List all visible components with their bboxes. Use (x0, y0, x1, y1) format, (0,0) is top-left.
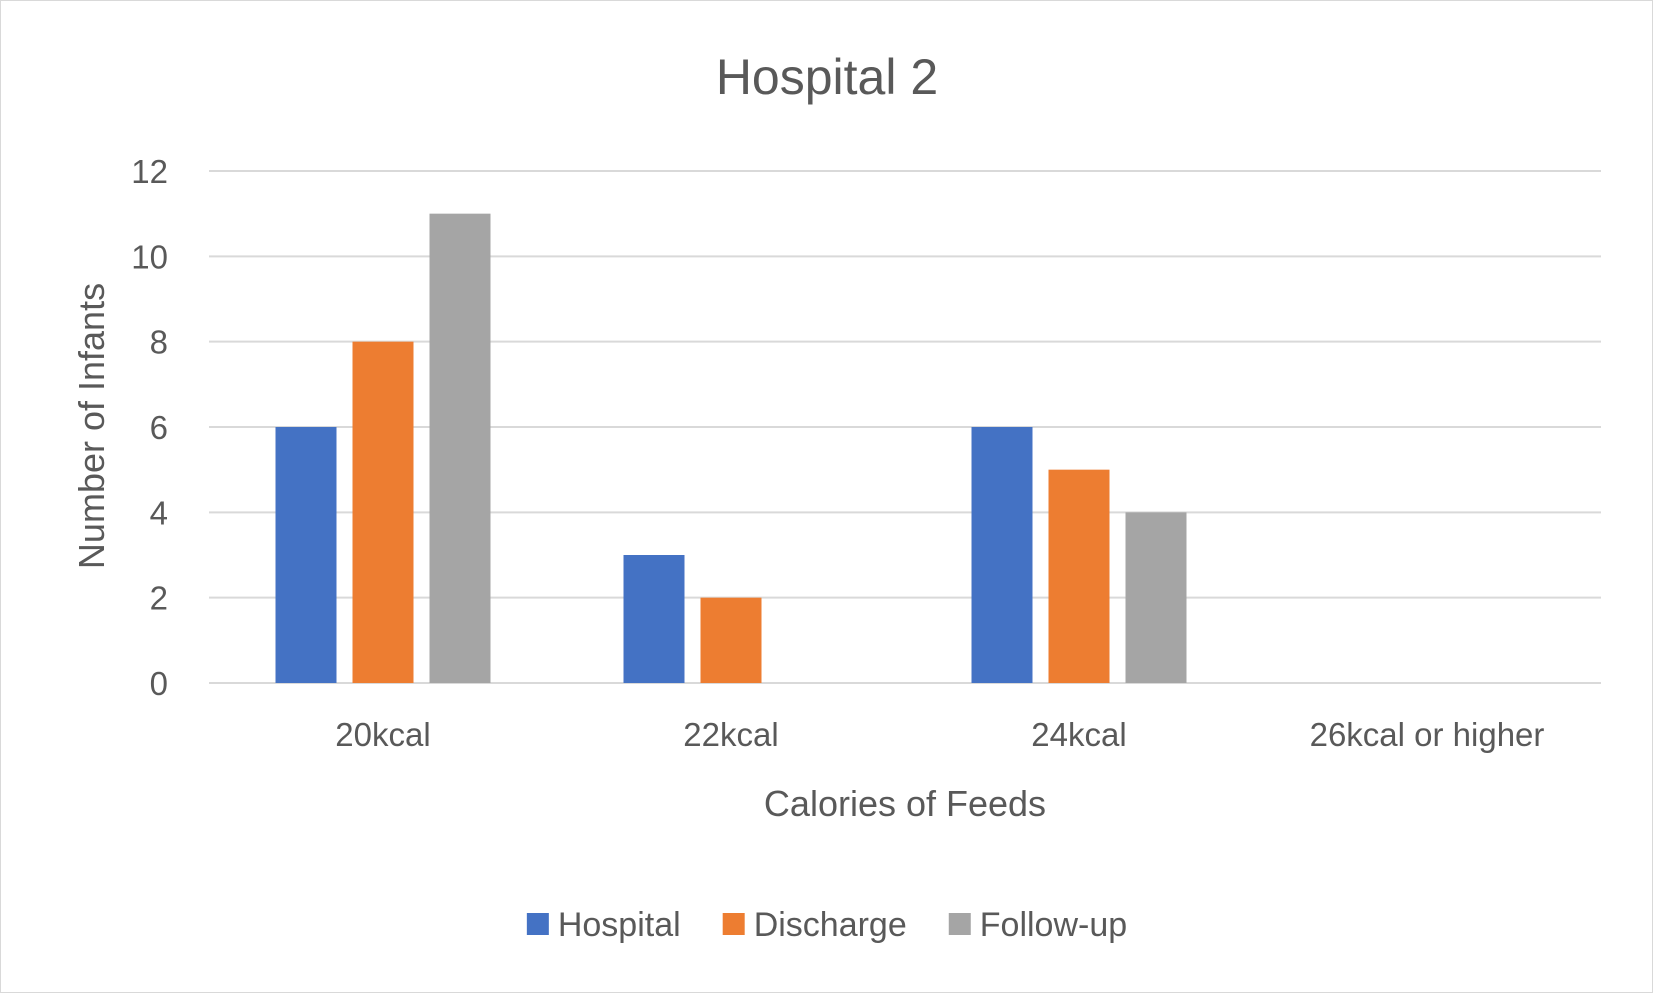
bar-discharge-1 (352, 341, 414, 683)
y-tick-label: 10 (131, 238, 168, 275)
legend-label: Hospital (558, 906, 681, 944)
gridlines (209, 170, 1601, 684)
bar-hospital-1 (275, 427, 337, 683)
bar-follow-up-1 (429, 213, 491, 683)
bar-hospital-3 (971, 427, 1033, 683)
y-tick-label: 2 (150, 580, 168, 617)
legend-label: Follow-up (980, 906, 1127, 944)
bar-follow-up-3 (1125, 512, 1187, 683)
x-tick-label: 26kcal or higher (1310, 716, 1545, 753)
y-tick-label: 12 (131, 153, 168, 190)
legend-label: Discharge (754, 906, 907, 944)
y-axis-title: Number of Infants (71, 283, 112, 569)
legend-swatch (526, 913, 549, 935)
y-tick-label: 4 (150, 494, 168, 531)
bar-discharge-2 (700, 597, 762, 683)
x-tick-label: 22kcal (683, 716, 778, 753)
x-tick-label: 20kcal (335, 716, 430, 753)
legend-swatch (722, 913, 745, 935)
y-tick-label: 6 (150, 409, 168, 446)
bar-hospital-2 (623, 555, 685, 683)
y-tick-label: 8 (150, 324, 168, 361)
legend: Hospital Discharge Follow-up (526, 906, 1127, 944)
x-tick-label: 24kcal (1031, 716, 1126, 753)
y-axis-ticks: 0 2 4 6 8 10 12 (131, 153, 168, 702)
bar-discharge-3 (1048, 469, 1110, 683)
bars (275, 213, 1187, 683)
x-axis-ticks: 20kcal 22kcal 24kcal 26kcal or higher (335, 716, 1544, 753)
x-axis-title: Calories of Feeds (764, 783, 1046, 824)
legend-swatch (948, 913, 971, 935)
chart-title: Hospital 2 (716, 49, 938, 105)
y-tick-label: 0 (150, 665, 168, 702)
